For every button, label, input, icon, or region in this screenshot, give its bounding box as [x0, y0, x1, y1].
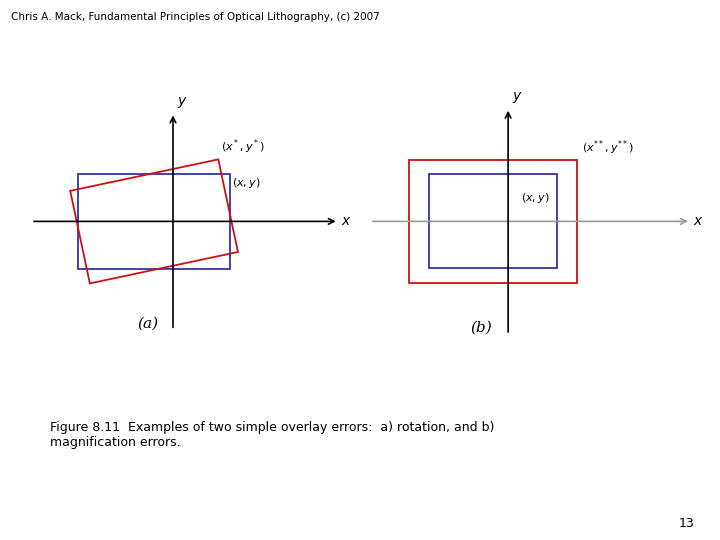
Text: $y$: $y$ — [177, 95, 187, 110]
Bar — [429, 174, 557, 268]
Text: (b): (b) — [470, 321, 492, 335]
Text: Figure 8.11  Examples of two simple overlay errors:  a) rotation, and b)
magnifi: Figure 8.11 Examples of two simple overl… — [50, 421, 495, 449]
Text: 13: 13 — [679, 517, 695, 530]
Text: $(x^*,y^*)$: $(x^*,y^*)$ — [220, 137, 265, 156]
Text: $x$: $x$ — [693, 214, 704, 228]
Text: $x$: $x$ — [341, 214, 351, 228]
Text: $(x,y)$: $(x,y)$ — [521, 191, 550, 205]
Text: $(x^{**},y^{**})$: $(x^{**},y^{**})$ — [582, 139, 634, 157]
Bar — [410, 160, 577, 283]
Text: $y$: $y$ — [512, 90, 523, 105]
Text: Chris A. Mack, Fundamental Principles of Optical Lithography, (c) 2007: Chris A. Mack, Fundamental Principles of… — [11, 12, 379, 22]
Text: (a): (a) — [137, 316, 158, 330]
Bar — [78, 174, 230, 269]
Text: $(x,y)$: $(x,y)$ — [232, 177, 261, 191]
